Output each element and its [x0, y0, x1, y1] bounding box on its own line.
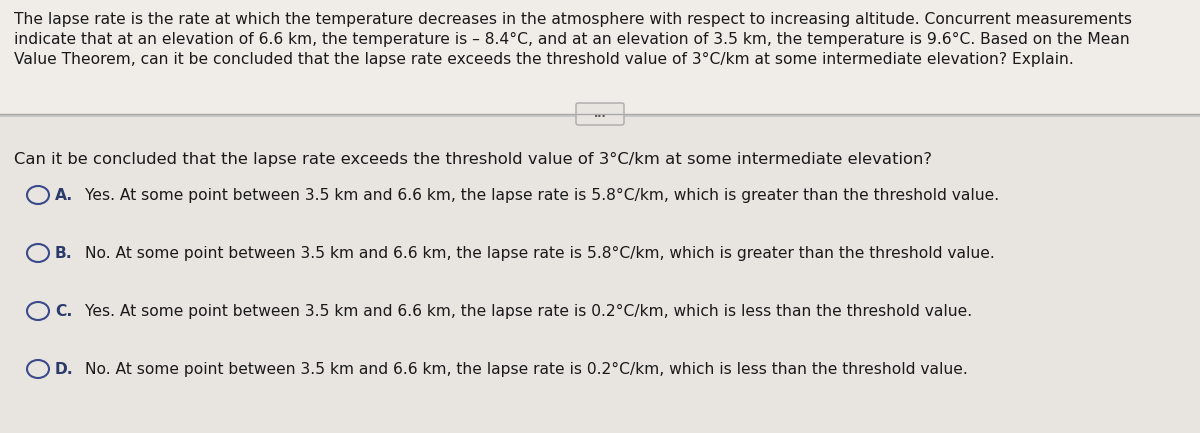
Text: The lapse rate is the rate at which the temperature decreases in the atmosphere : The lapse rate is the rate at which the … [14, 12, 1132, 27]
Bar [0, 0, 1200, 114]
Text: indicate that at an elevation of 6.6 km, the temperature is – 8.4°C, and at an e: indicate that at an elevation of 6.6 km,… [14, 32, 1129, 47]
Text: No. At some point between 3.5 km and 6.6 km, the lapse rate is 5.8°C/km, which i: No. At some point between 3.5 km and 6.6… [85, 246, 995, 261]
Text: C.: C. [55, 304, 72, 319]
Text: D.: D. [55, 362, 73, 377]
Text: A.: A. [55, 187, 73, 203]
Text: Can it be concluded that the lapse rate exceeds the threshold value of 3°C/km at: Can it be concluded that the lapse rate … [14, 152, 932, 167]
Text: B.: B. [55, 246, 73, 261]
FancyBboxPatch shape [576, 103, 624, 125]
Text: Yes. At some point between 3.5 km and 6.6 km, the lapse rate is 5.8°C/km, which : Yes. At some point between 3.5 km and 6.… [85, 187, 1000, 203]
Text: ...: ... [594, 109, 606, 119]
Text: Yes. At some point between 3.5 km and 6.6 km, the lapse rate is 0.2°C/km, which : Yes. At some point between 3.5 km and 6.… [85, 304, 972, 319]
Bar [0, 117, 1200, 433]
Text: No. At some point between 3.5 km and 6.6 km, the lapse rate is 0.2°C/km, which i: No. At some point between 3.5 km and 6.6… [85, 362, 967, 377]
Text: Value Theorem, can it be concluded that the lapse rate exceeds the threshold val: Value Theorem, can it be concluded that … [14, 52, 1074, 67]
